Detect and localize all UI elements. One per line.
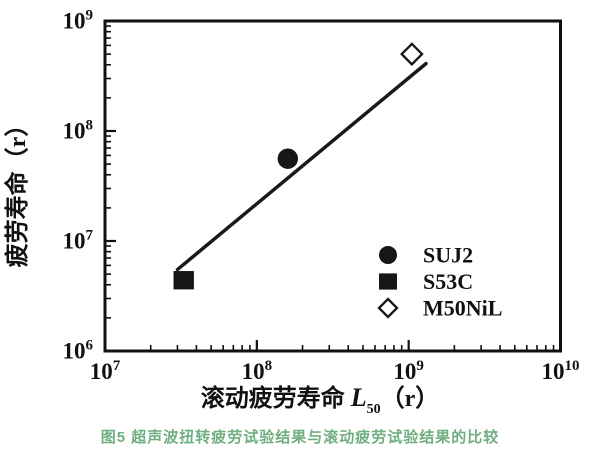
data-point-suj2 xyxy=(277,148,299,169)
legend-label-m50nil: M50NiL xyxy=(423,296,502,321)
data-point-m50nil xyxy=(400,42,424,66)
x-tick-label: 109 xyxy=(393,358,424,384)
legend-marker-suj2 xyxy=(379,246,397,264)
figure-caption: 图5 超声波扭转疲劳试验结果与滚动疲劳试验结果的比较 xyxy=(100,429,500,446)
data-point-s53c xyxy=(173,271,194,290)
y-tick-label: 109 xyxy=(63,8,94,34)
x-tick-label: 107 xyxy=(90,358,121,384)
y-axis-label: 疲劳寿命（r） xyxy=(3,113,31,268)
y-tick-label: 107 xyxy=(63,228,94,254)
x-tick-label: 1010 xyxy=(542,358,580,384)
x-axis-label: 滚动疲劳寿命 L50（r） xyxy=(201,383,440,417)
legend-marker-s53c xyxy=(379,273,397,290)
legend-label-s53c: S53C xyxy=(423,269,473,294)
plot-border xyxy=(103,19,562,353)
legend-label-suj2: SUJ2 xyxy=(423,243,473,268)
trend-line xyxy=(175,61,428,272)
x-tick-label: 108 xyxy=(242,358,273,384)
y-tick-label: 108 xyxy=(63,118,94,144)
y-tick-label: 106 xyxy=(63,338,94,364)
legend-marker-m50nil xyxy=(377,297,399,319)
